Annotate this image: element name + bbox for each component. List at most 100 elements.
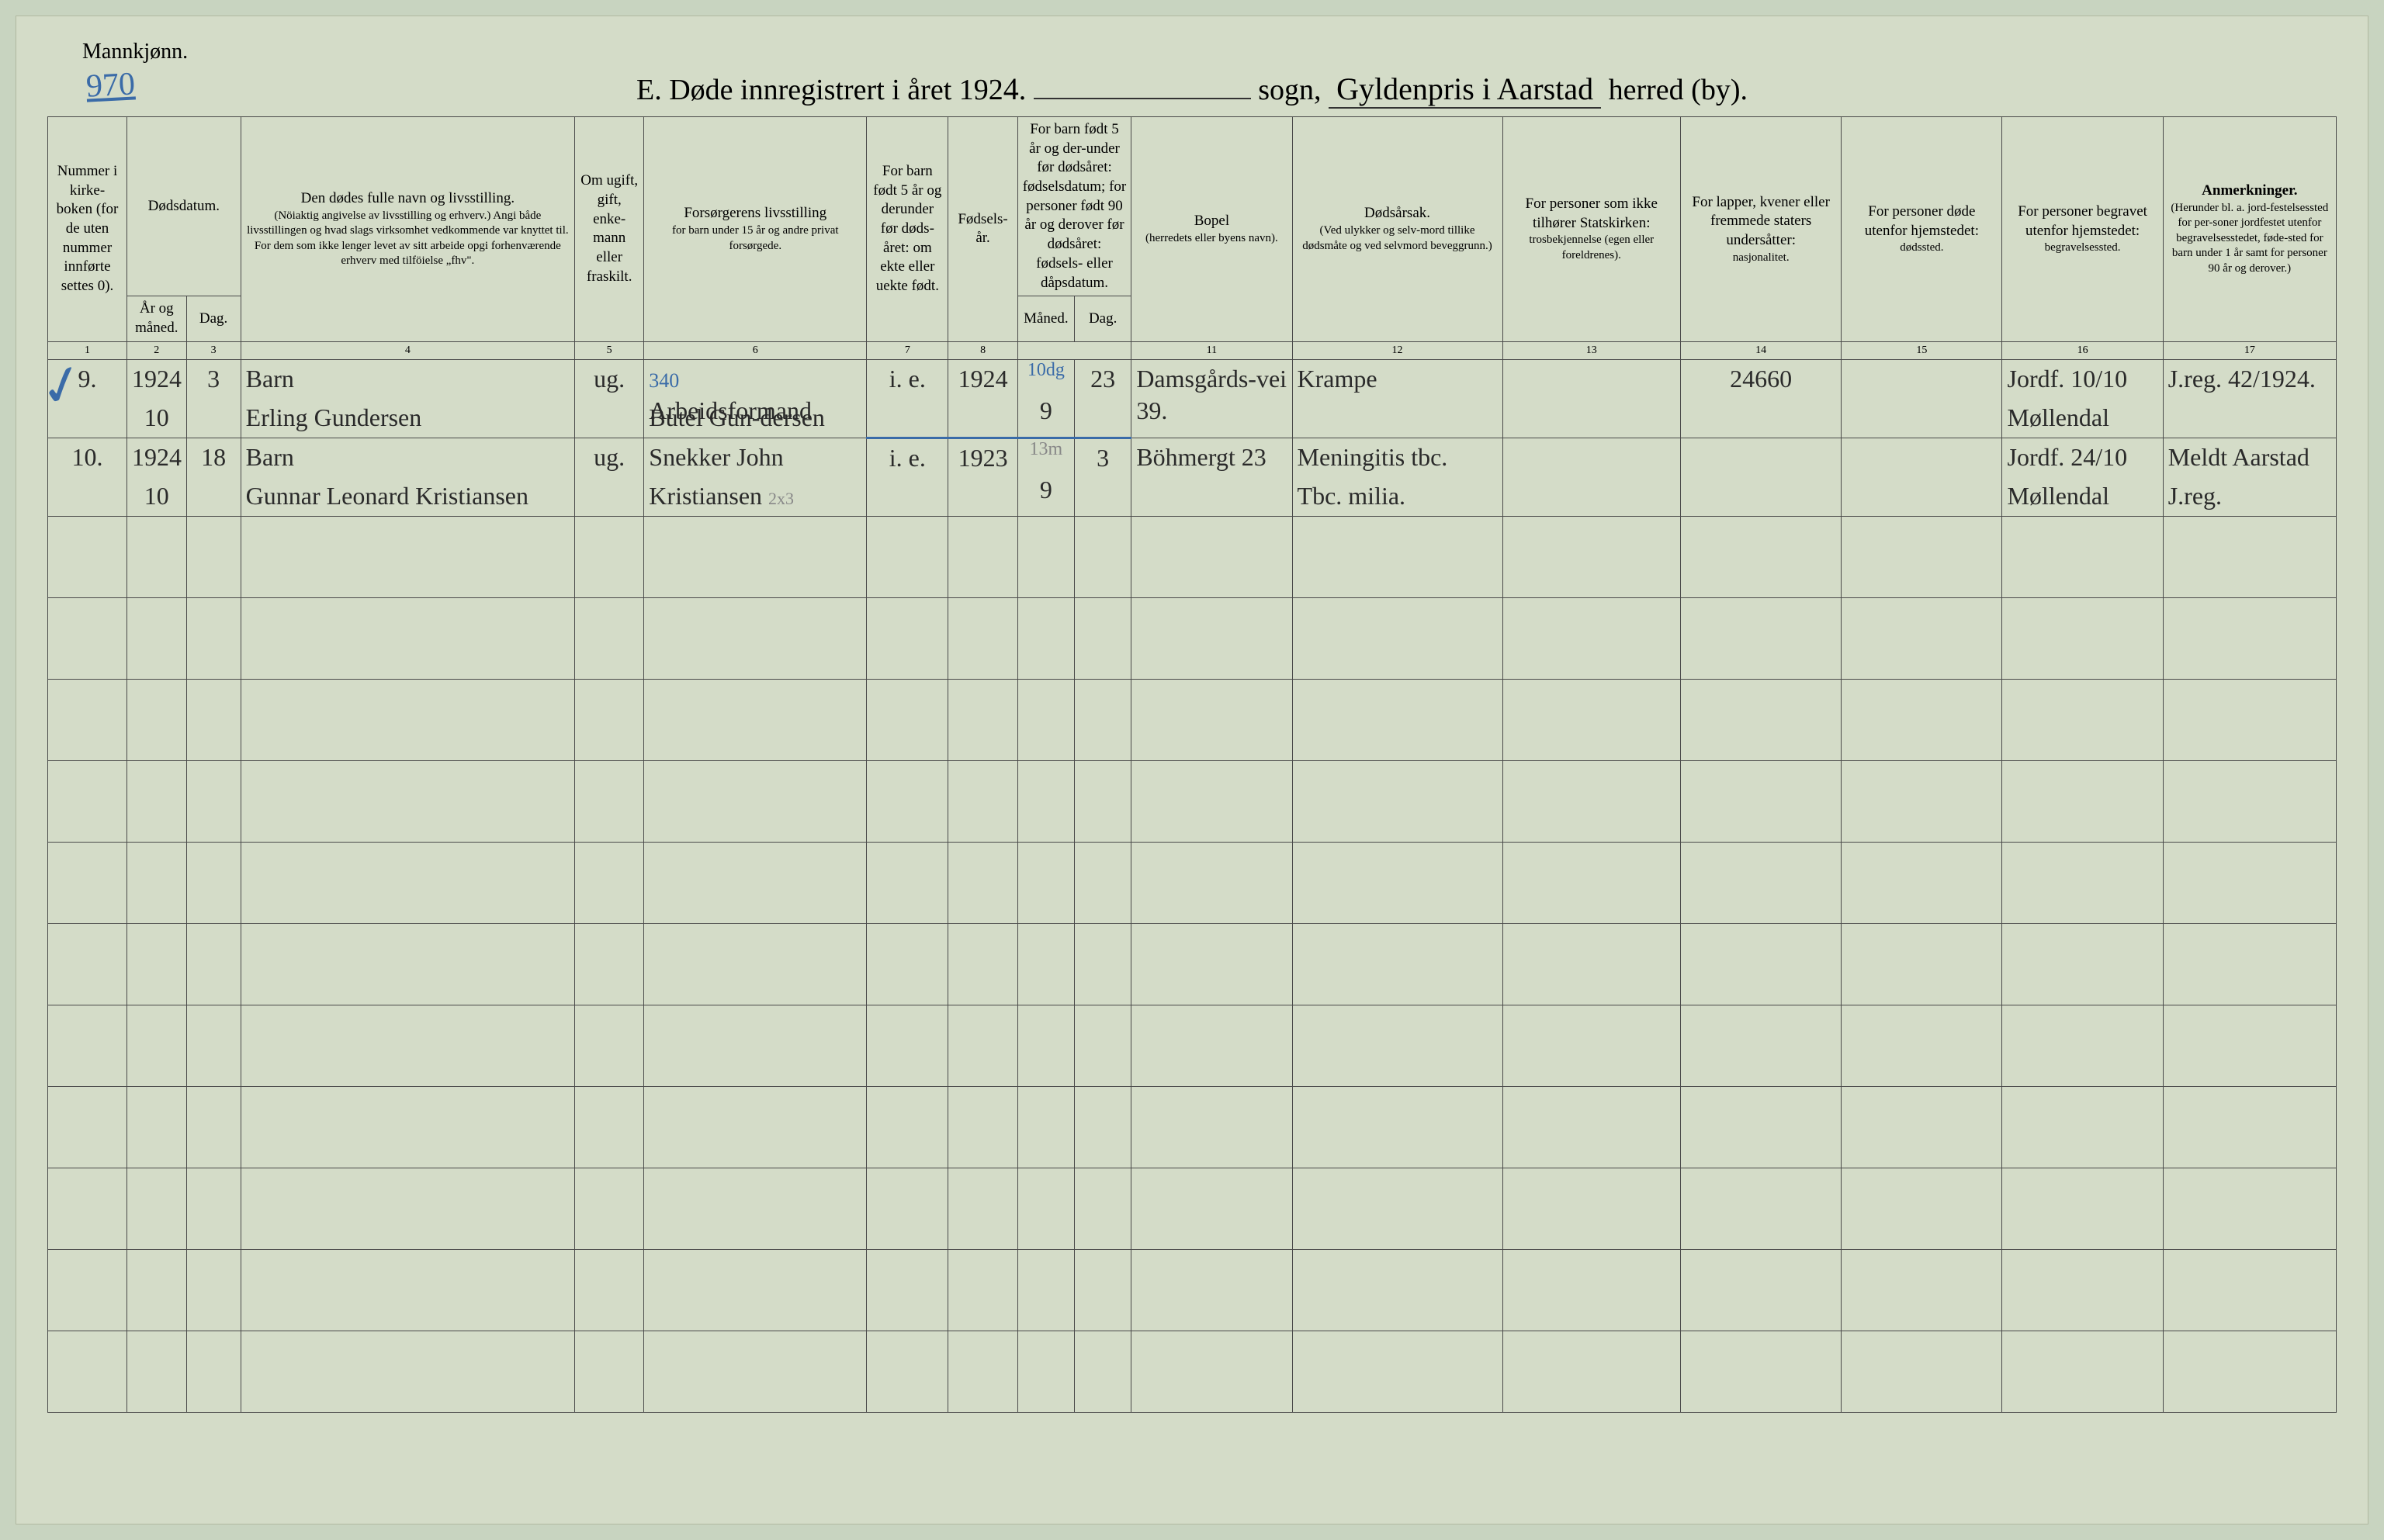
cell-status: ug.: [575, 438, 644, 516]
empty-cell: [2002, 1168, 2163, 1249]
empty-cell: [644, 516, 867, 597]
empty-cell: [1842, 597, 2002, 679]
cell-nationality: [1681, 438, 1842, 516]
empty-cell: [48, 516, 127, 597]
empty-cell: [1017, 1086, 1074, 1168]
colnum: 4: [241, 341, 574, 359]
empty-cell: [1075, 1249, 1131, 1331]
empty-cell: [1131, 1086, 1292, 1168]
empty-cell: [644, 679, 867, 760]
cell-cause: Krampe: [1292, 359, 1502, 438]
provider-annot: 340: [649, 369, 679, 392]
empty-cell: [1075, 1005, 1131, 1086]
empty-cell: [1292, 923, 1502, 1005]
table-body: 9. 1924 10 3 Barn Erling Gundersen ug. 3…: [48, 359, 2337, 1412]
empty-cell: [48, 923, 127, 1005]
empty-cell: [948, 923, 1017, 1005]
provider-pencil: 2x3: [768, 489, 794, 508]
empty-cell: [241, 842, 574, 923]
empty-cell: [575, 842, 644, 923]
name-top: Barn: [241, 438, 574, 477]
name-bot: Gunnar Leonard Kristiansen: [241, 477, 574, 516]
empty-cell: [48, 760, 127, 842]
empty-cell: [1017, 1249, 1074, 1331]
empty-cell: [186, 842, 241, 923]
empty-cell: [1292, 1168, 1502, 1249]
colnum: 14: [1681, 341, 1842, 359]
month: 10: [127, 399, 186, 438]
empty-cell: [2002, 597, 2163, 679]
col-header-dodsdatum: Dødsdatum.: [127, 117, 241, 296]
remarks-bot: J.reg.: [2164, 477, 2336, 516]
empty-cell: [575, 1249, 644, 1331]
empty-cell: [1017, 842, 1074, 923]
empty-cell: [127, 1331, 187, 1412]
empty-cell: [2002, 1331, 2163, 1412]
empty-cell: [48, 1086, 127, 1168]
col13-sub: trosbekjennelse (egen eller foreldrenes)…: [1508, 233, 1676, 263]
empty-cell: [2002, 923, 2163, 1005]
empty-cell: [241, 1249, 574, 1331]
empty-cell: [575, 1331, 644, 1412]
col12-label: Dødsårsak.: [1364, 205, 1430, 221]
empty-cell: [867, 1086, 948, 1168]
empty-cell: [1131, 679, 1292, 760]
gender-label: Mannkjønn.: [82, 40, 188, 64]
cell-birth-month: 10dg 9: [1017, 359, 1074, 438]
empty-cell: [1292, 679, 1502, 760]
empty-cell: [48, 679, 127, 760]
empty-cell: [644, 1249, 867, 1331]
empty-cell: [1131, 1168, 1292, 1249]
empty-cell: [2163, 516, 2336, 597]
empty-cell: [575, 1168, 644, 1249]
empty-cell: [241, 1168, 574, 1249]
empty-cell: [1842, 1005, 2002, 1086]
empty-cell: [186, 1005, 241, 1086]
cell-birth-day: 3: [1075, 438, 1131, 516]
empty-cell: [1292, 1249, 1502, 1331]
empty-cell: [2002, 679, 2163, 760]
cell-provider: 340 Arbeidsformand Butel Gun-dersen: [644, 359, 867, 438]
empty-cell: [1681, 1086, 1842, 1168]
empty-cell: [1502, 760, 1681, 842]
empty-cell: [1502, 516, 1681, 597]
cell-birth-day: 23: [1075, 359, 1131, 438]
empty-cell: [1502, 923, 1681, 1005]
empty-cell: [1131, 1331, 1292, 1412]
empty-cell: [241, 679, 574, 760]
colnum: 2: [127, 341, 187, 359]
empty-cell: [1131, 597, 1292, 679]
cell-birth-year: 1923: [948, 438, 1017, 516]
empty-cell: [1842, 1331, 2002, 1412]
col17-sub: (Herunder bl. a. jord-festelsessted for …: [2168, 201, 2331, 277]
empty-cell: [2002, 516, 2163, 597]
table-row-empty: [48, 516, 2337, 597]
col11-sub: (herredets eller byens navn).: [1136, 231, 1287, 247]
col-header-13: For personer som ikke tilhører Statskirk…: [1502, 117, 1681, 342]
colnum: 11: [1131, 341, 1292, 359]
empty-cell: [575, 597, 644, 679]
cell-provider: Snekker John Kristiansen 2x3: [644, 438, 867, 516]
col15-label: For personer døde utenfor hjemstedet:: [1865, 203, 1979, 239]
empty-cell: [1502, 1331, 1681, 1412]
col-header-11: Bopel (herredets eller byens navn).: [1131, 117, 1292, 342]
title-gap: [1034, 98, 1251, 99]
empty-cell: [1681, 1168, 1842, 1249]
empty-cell: [644, 923, 867, 1005]
empty-cell: [127, 1168, 187, 1249]
empty-cell: [1075, 597, 1131, 679]
col-header-17: Anmerkninger. (Herunder bl. a. jord-fest…: [2163, 117, 2336, 342]
cell-faith: [1502, 438, 1681, 516]
cell-year-month: 1924 10: [127, 438, 187, 516]
empty-cell: [1131, 842, 1292, 923]
empty-cell: [1075, 679, 1131, 760]
colnum: 15: [1842, 341, 2002, 359]
col-header-15: For personer døde utenfor hjemstedet: dø…: [1842, 117, 2002, 342]
provider-bot: Kristiansen 2x3: [644, 477, 866, 516]
empty-cell: [48, 1168, 127, 1249]
empty-cell: [1842, 679, 2002, 760]
empty-cell: [127, 842, 187, 923]
cell-day: 18: [186, 438, 241, 516]
col-header-9: Måned.: [1017, 296, 1074, 341]
empty-cell: [1842, 760, 2002, 842]
